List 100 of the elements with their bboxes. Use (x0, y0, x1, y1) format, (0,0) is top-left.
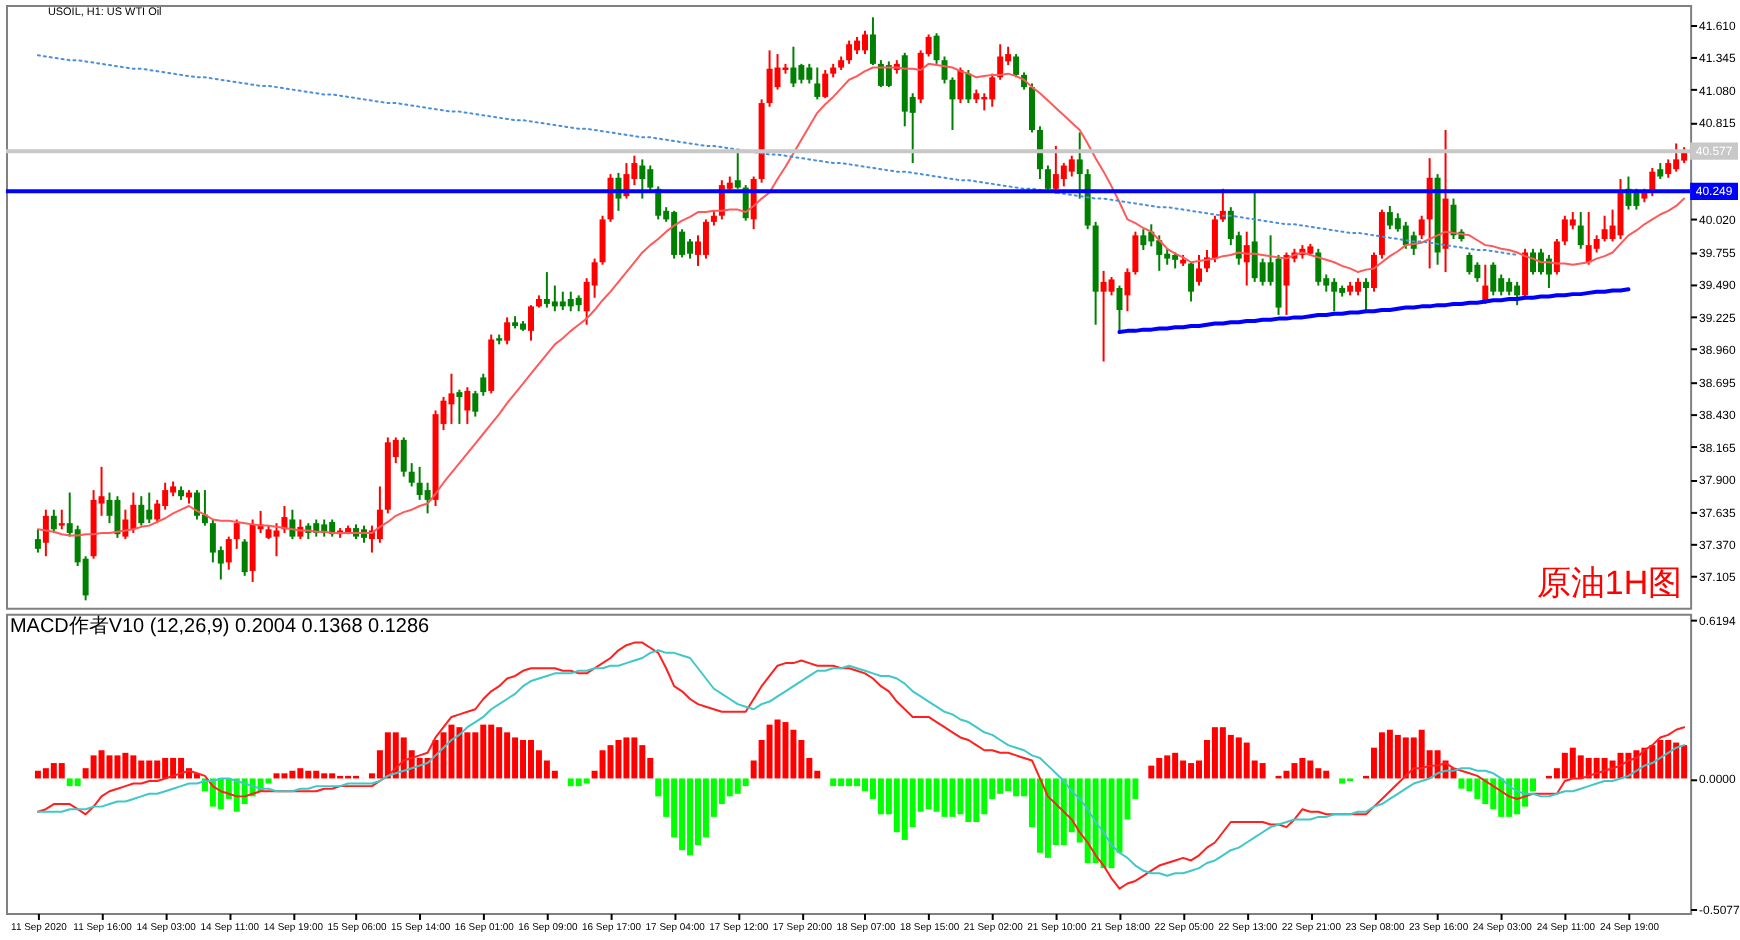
candlestick (1466, 251, 1473, 276)
candlestick (42, 508, 49, 558)
candlestick (1052, 144, 1059, 195)
bar (1673, 742, 1680, 779)
bar (1164, 755, 1171, 779)
candlestick (1196, 253, 1202, 287)
candlestick (400, 436, 407, 478)
candlestick (639, 158, 646, 200)
candlestick (448, 372, 455, 425)
candlestick (790, 45, 797, 89)
bar (846, 778, 853, 787)
candlestick (376, 485, 383, 544)
bar (1657, 740, 1664, 779)
bar (313, 770, 320, 779)
bar (480, 724, 487, 779)
bar (615, 740, 622, 779)
bar (734, 778, 741, 794)
bar (1458, 778, 1465, 789)
bar (1013, 778, 1020, 797)
bar (1410, 737, 1417, 779)
candlestick (233, 518, 240, 550)
bar (1036, 778, 1043, 853)
bar (162, 757, 169, 779)
bar (138, 760, 145, 779)
bar (1378, 732, 1385, 779)
bar (1283, 770, 1290, 779)
candlestick (1553, 238, 1560, 276)
bar (607, 745, 614, 779)
candlestick (424, 481, 431, 515)
candlestick (408, 462, 415, 488)
candlestick (154, 498, 161, 525)
bar (957, 778, 964, 815)
candlestick (1315, 247, 1322, 287)
candlestick (58, 508, 65, 531)
bar (1402, 737, 1409, 779)
bar (1259, 763, 1266, 779)
candlestick (1251, 191, 1258, 283)
candlestick (472, 389, 479, 418)
candlestick (1537, 247, 1544, 276)
bar (297, 768, 304, 779)
bar (901, 778, 908, 840)
bar (66, 778, 73, 787)
bar (305, 770, 312, 779)
line-series (36, 54, 1519, 256)
candlestick (225, 535, 232, 571)
candlestick (567, 290, 574, 313)
bar (981, 778, 988, 815)
bar (321, 773, 328, 779)
bar (146, 760, 153, 779)
candlestick (1530, 247, 1537, 276)
candlestick (480, 372, 487, 397)
bar (122, 752, 129, 779)
candlestick (209, 518, 216, 564)
candlestick (1283, 251, 1290, 316)
candlestick (1116, 284, 1123, 332)
candlestick (1498, 273, 1505, 297)
candlestick (869, 16, 876, 67)
candlestick (1100, 269, 1107, 363)
candlestick (456, 388, 463, 425)
bar (782, 722, 789, 779)
candlestick (130, 491, 137, 534)
bar (1092, 778, 1099, 863)
bar (527, 740, 534, 779)
bar (265, 778, 272, 784)
bar (790, 729, 797, 779)
candlestick (1514, 280, 1521, 307)
candlestick (862, 29, 868, 56)
annotation: 原油1H图 (1536, 563, 1683, 602)
bar (1569, 747, 1576, 779)
bar (464, 732, 471, 779)
bar (1681, 745, 1688, 779)
candlestick (146, 491, 153, 525)
candlestick (1363, 277, 1370, 312)
bar (567, 778, 574, 787)
candlestick (122, 508, 129, 541)
bar (1291, 763, 1298, 779)
bar (1315, 768, 1322, 779)
bar (1466, 778, 1473, 792)
bar (1577, 755, 1584, 779)
bar (774, 719, 781, 779)
bar (488, 724, 495, 779)
candlestick (877, 59, 884, 89)
candlestick (1108, 275, 1115, 297)
bar (933, 778, 940, 812)
candlestick (416, 465, 423, 501)
bar (639, 745, 646, 779)
candlestick (1378, 208, 1385, 260)
candlestick (1188, 261, 1195, 303)
candlestick (1386, 204, 1393, 231)
candlestick (1132, 230, 1139, 276)
candlestick (1156, 234, 1163, 272)
bar (496, 727, 503, 779)
bar (520, 740, 527, 779)
bar (631, 737, 638, 779)
bar (1084, 778, 1091, 863)
bar (456, 727, 463, 779)
candlestick (1140, 228, 1147, 252)
bar (90, 755, 97, 779)
bar (329, 773, 336, 779)
bar (42, 768, 49, 779)
